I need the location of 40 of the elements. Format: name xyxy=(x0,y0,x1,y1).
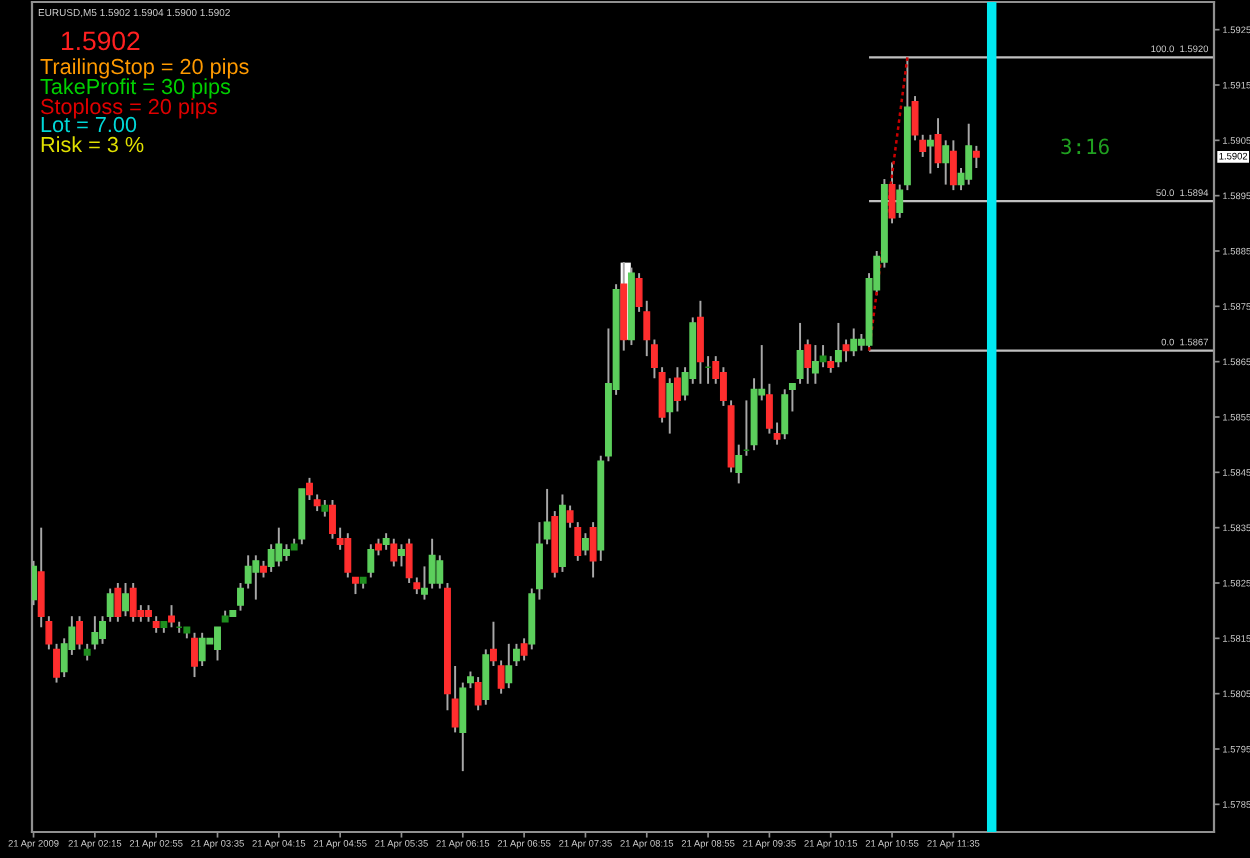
candlestick xyxy=(581,532,589,557)
candlestick xyxy=(926,133,934,175)
annotation: Risk = 3 % xyxy=(41,136,144,153)
candlestick xyxy=(696,299,704,385)
candlestick xyxy=(850,327,858,358)
candlestick xyxy=(129,582,137,623)
annotation: 1.5902 xyxy=(62,31,140,51)
candlestick xyxy=(796,321,804,385)
candlestick xyxy=(811,344,819,385)
candlestick xyxy=(367,543,375,579)
candlestick xyxy=(819,344,827,369)
annotation: 3:16 xyxy=(1061,138,1109,155)
candlestick xyxy=(122,582,129,618)
candlestick xyxy=(543,487,551,546)
candlestick xyxy=(949,139,957,192)
candlestick xyxy=(398,543,405,568)
candlestick xyxy=(428,537,436,590)
candlestick xyxy=(198,631,206,667)
candlestick xyxy=(911,95,919,142)
candlestick xyxy=(505,642,513,690)
candlestick xyxy=(965,122,973,186)
candlestick xyxy=(781,388,789,441)
candlestick xyxy=(942,139,950,186)
candlestick xyxy=(252,554,260,601)
candlestick xyxy=(168,604,175,629)
candlestick xyxy=(191,631,198,679)
candlestick xyxy=(344,532,352,579)
annotation: TakeProfit = 30 pips xyxy=(40,78,231,99)
annotation: Lot = 7.00 xyxy=(41,116,137,133)
candlestick xyxy=(390,537,398,568)
candlestick xyxy=(275,526,283,568)
candlestick xyxy=(114,582,122,623)
candlestick xyxy=(834,321,842,369)
candlestick xyxy=(53,642,60,684)
candlestick xyxy=(888,161,896,225)
candlestick xyxy=(214,626,221,662)
candlestick xyxy=(972,144,980,169)
annotation: Stoploss = 20 pips xyxy=(40,98,217,119)
annotation: TrailingStop = 20 pips xyxy=(40,58,249,79)
candlestick xyxy=(842,338,850,363)
